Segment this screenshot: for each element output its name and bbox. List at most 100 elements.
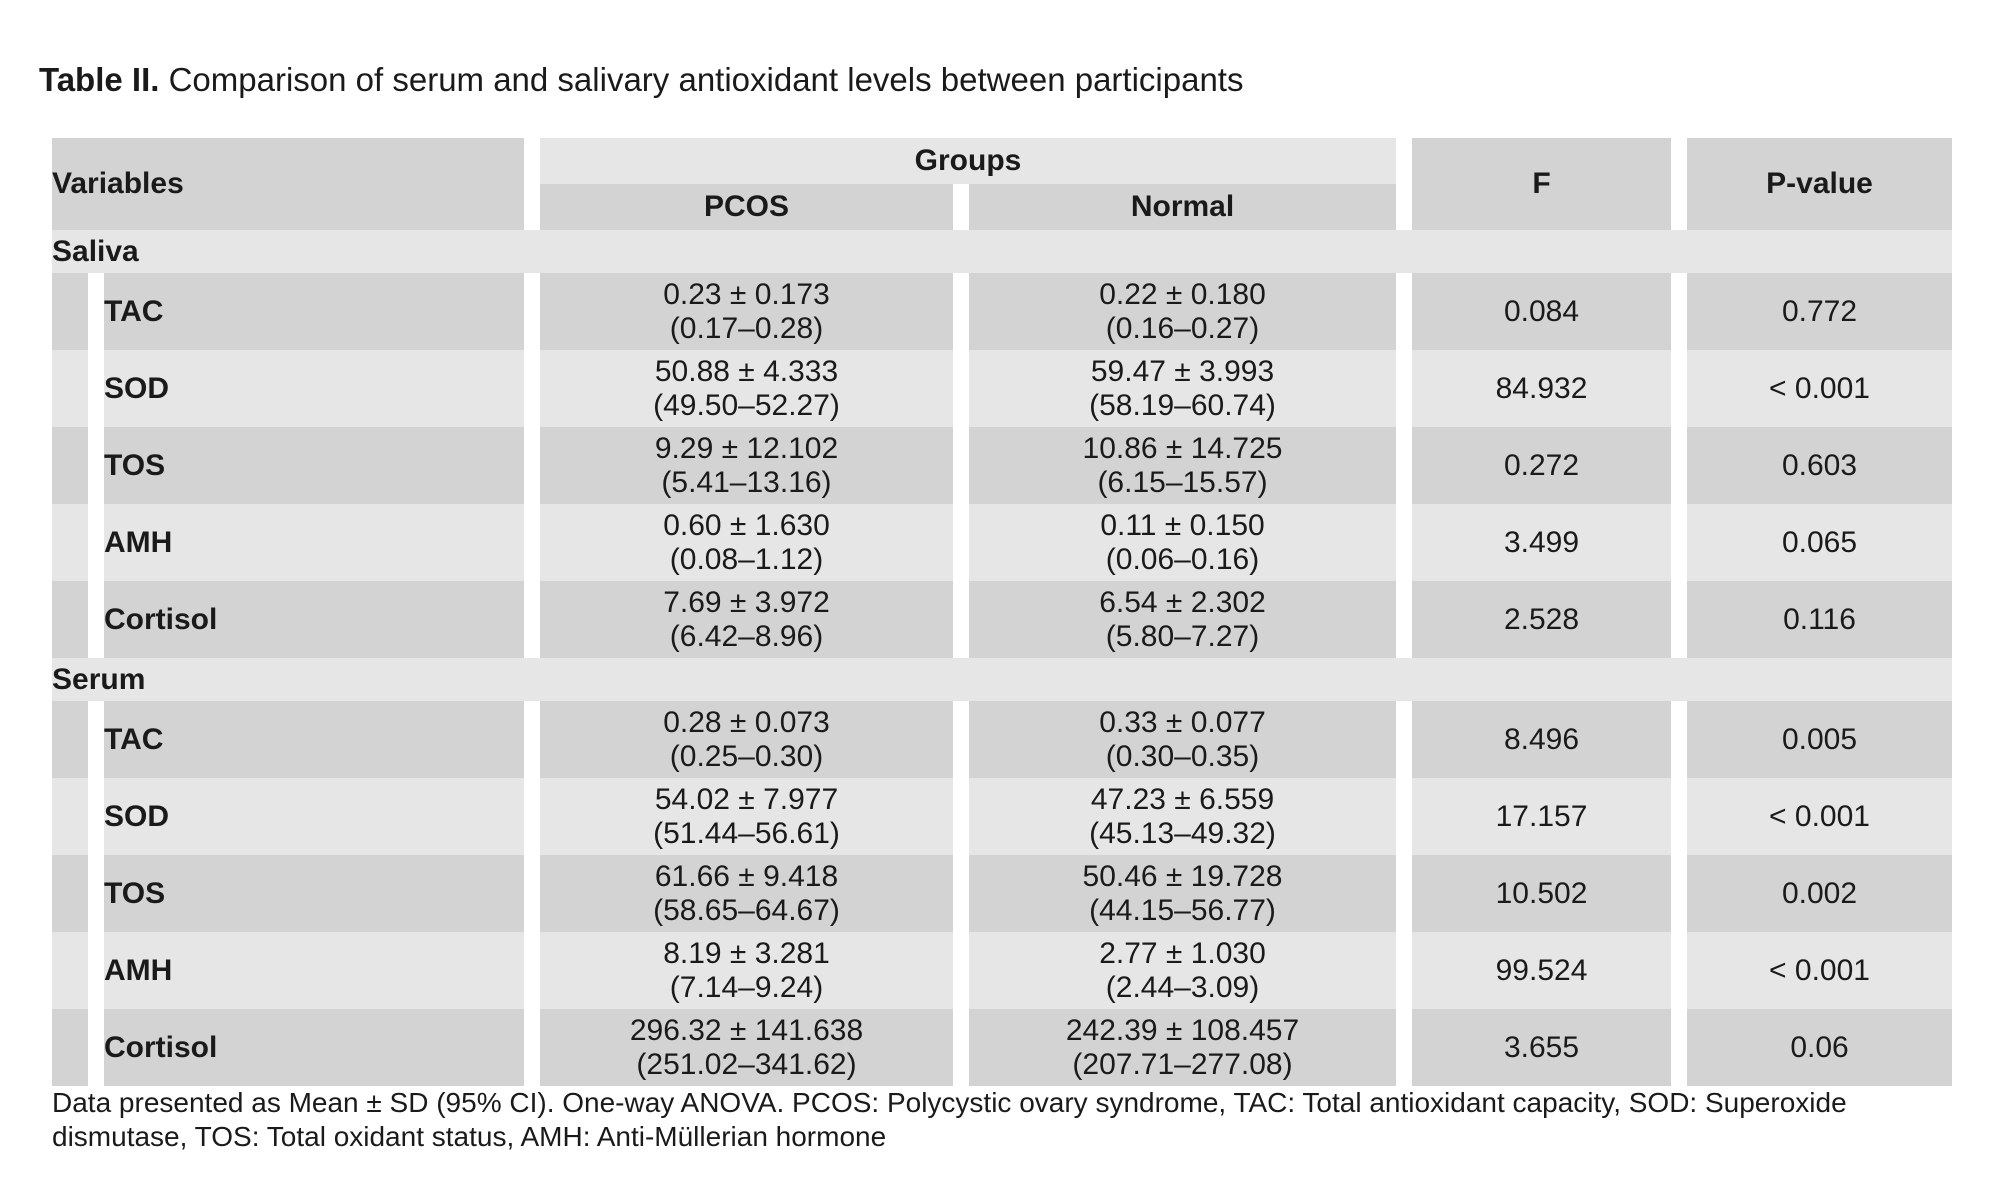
normal-mean-sd: 0.33 ± 0.077 (1099, 705, 1266, 739)
p-value-cell: 0.002 (1687, 855, 1953, 932)
f-value-cell: 84.932 (1412, 350, 1672, 427)
row-indent (52, 273, 88, 350)
row-indent (52, 427, 88, 504)
pcos-mean-sd: 0.23 ± 0.173 (663, 277, 830, 311)
pcos-mean-sd: 50.88 ± 4.333 (654, 354, 839, 388)
header-pvalue: P-value (1687, 138, 1953, 230)
pcos-cell: 0.60 ± 1.630 (0.08–1.12) (540, 504, 953, 581)
normal-ci: (45.13–49.32) (1089, 816, 1276, 850)
normal-cell: 0.11 ± 0.150 (0.06–0.16) (969, 504, 1397, 581)
pcos-cell: 296.32 ± 141.638 (251.02–341.62) (540, 1009, 953, 1086)
p-value-cell: 0.772 (1687, 273, 1953, 350)
variable-cell: Cortisol (52, 581, 524, 658)
normal-cell: 47.23 ± 6.559 (45.13–49.32) (969, 778, 1397, 855)
pcos-cell: 61.66 ± 9.418 (58.65–64.67) (540, 855, 953, 932)
variable-name: Cortisol (104, 581, 524, 658)
normal-ci: (207.71–277.08) (1072, 1047, 1293, 1081)
variable-cell: SOD (52, 778, 524, 855)
pcos-ci: (51.44–56.61) (653, 816, 840, 850)
p-value-cell: < 0.001 (1687, 932, 1953, 1009)
table-row: TAC 0.23 ± 0.173 (0.17–0.28) 0.22 ± 0.180 (0… (52, 273, 1953, 350)
variable-cell: AMH (52, 504, 524, 581)
row-indent (52, 855, 88, 932)
pcos-ci: (49.50–52.27) (653, 388, 840, 422)
table-caption-label: Table II. (39, 61, 160, 98)
variable-name: AMH (104, 504, 524, 581)
pcos-ci: (0.08–1.12) (669, 542, 824, 576)
p-value-cell: < 0.001 (1687, 350, 1953, 427)
f-value-cell: 0.272 (1412, 427, 1672, 504)
p-value-cell: 0.005 (1687, 701, 1953, 778)
normal-mean-sd: 0.11 ± 0.150 (1100, 508, 1265, 542)
f-value-cell: 99.524 (1412, 932, 1672, 1009)
normal-ci: (58.19–60.74) (1089, 388, 1276, 422)
normal-ci: (5.80–7.27) (1105, 619, 1260, 653)
f-value-cell: 0.084 (1412, 273, 1672, 350)
table-row: AMH 0.60 ± 1.630 (0.08–1.12) 0.11 ± 0.150 (0… (52, 504, 1953, 581)
pcos-mean-sd: 0.28 ± 0.073 (663, 705, 830, 739)
table-header: Variables Groups F P-value PCOS Normal (52, 138, 1953, 230)
table-footnote: Data presented as Mean ± SD (95% CI). On… (52, 1087, 1847, 1152)
f-value-cell: 10.502 (1412, 855, 1672, 932)
p-value-cell: 0.603 (1687, 427, 1953, 504)
f-value-cell: 8.496 (1412, 701, 1672, 778)
pcos-mean-sd: 296.32 ± 141.638 (629, 1013, 864, 1047)
normal-ci: (2.44–3.09) (1105, 970, 1260, 1004)
pcos-cell: 50.88 ± 4.333 (49.50–52.27) (540, 350, 953, 427)
header-groups: Groups (540, 138, 1397, 184)
variable-cell: TAC (52, 701, 524, 778)
pcos-ci: (0.17–0.28) (669, 311, 824, 345)
f-value-cell: 3.655 (1412, 1009, 1672, 1086)
row-indent (52, 581, 88, 658)
row-indent (52, 504, 88, 581)
normal-ci: (44.15–56.77) (1089, 893, 1276, 927)
table-row: TOS 9.29 ± 12.102 (5.41–13.16) 10.86 ± 14.7… (52, 427, 1953, 504)
normal-mean-sd: 50.46 ± 19.728 (1082, 859, 1283, 893)
section-row: Saliva (52, 230, 1953, 273)
section-label: Saliva (52, 230, 1953, 273)
normal-mean-sd: 6.54 ± 2.302 (1099, 585, 1266, 619)
row-indent (52, 1009, 88, 1086)
header-f: F (1412, 138, 1672, 230)
normal-mean-sd: 10.86 ± 14.725 (1082, 431, 1283, 465)
p-value-cell: < 0.001 (1687, 778, 1953, 855)
variable-name: AMH (104, 932, 524, 1009)
pcos-ci: (58.65–64.67) (653, 893, 840, 927)
normal-cell: 50.46 ± 19.728 (44.15–56.77) (969, 855, 1397, 932)
variable-name: SOD (104, 350, 524, 427)
table-caption: Table II. Comparison of serum and saliva… (39, 60, 1243, 100)
pcos-cell: 8.19 ± 3.281 (7.14–9.24) (540, 932, 953, 1009)
variable-cell: TOS (52, 427, 524, 504)
variable-name: Cortisol (104, 1009, 524, 1086)
pcos-mean-sd: 8.19 ± 3.281 (663, 936, 830, 970)
normal-mean-sd: 59.47 ± 3.993 (1090, 354, 1275, 388)
table-row: AMH 8.19 ± 3.281 (7.14–9.24) 2.77 ± 1.030 (2… (52, 932, 1953, 1009)
variable-name: SOD (104, 778, 524, 855)
table-row: TAC 0.28 ± 0.073 (0.25–0.30) 0.33 ± 0.077 (0… (52, 701, 1953, 778)
row-indent (52, 778, 88, 855)
header-pcos: PCOS (540, 184, 953, 230)
normal-cell: 59.47 ± 3.993 (58.19–60.74) (969, 350, 1397, 427)
f-value-cell: 3.499 (1412, 504, 1672, 581)
pcos-ci: (0.25–0.30) (669, 739, 824, 773)
table-caption-text: Comparison of serum and salivary antioxi… (159, 61, 1244, 98)
results-table: Variables Groups F P-value PCOS Normal S… (36, 138, 1968, 1086)
pcos-cell: 0.23 ± 0.173 (0.17–0.28) (540, 273, 953, 350)
table-row: Cortisol 296.32 ± 141.638 (251.02–341.62) 2… (52, 1009, 1953, 1086)
f-value-cell: 17.157 (1412, 778, 1672, 855)
row-indent (52, 350, 88, 427)
normal-mean-sd: 47.23 ± 6.559 (1090, 782, 1275, 816)
variable-cell: TAC (52, 273, 524, 350)
header-normal: Normal (969, 184, 1397, 230)
pcos-mean-sd: 7.69 ± 3.972 (663, 585, 830, 619)
table-row: TOS 61.66 ± 9.418 (58.65–64.67) 50.46 ± 19.… (52, 855, 1953, 932)
pcos-mean-sd: 9.29 ± 12.102 (654, 431, 839, 465)
p-value-cell: 0.06 (1687, 1009, 1953, 1086)
variable-cell: SOD (52, 350, 524, 427)
normal-cell: 10.86 ± 14.725 (6.15–15.57) (969, 427, 1397, 504)
variable-cell: TOS (52, 855, 524, 932)
section-row: Serum (52, 658, 1953, 701)
normal-cell: 242.39 ± 108.457 (207.71–277.08) (969, 1009, 1397, 1086)
variable-name: TAC (104, 701, 524, 778)
table-row: SOD 50.88 ± 4.333 (49.50–52.27) 59.47 ± 3.9… (52, 350, 1953, 427)
